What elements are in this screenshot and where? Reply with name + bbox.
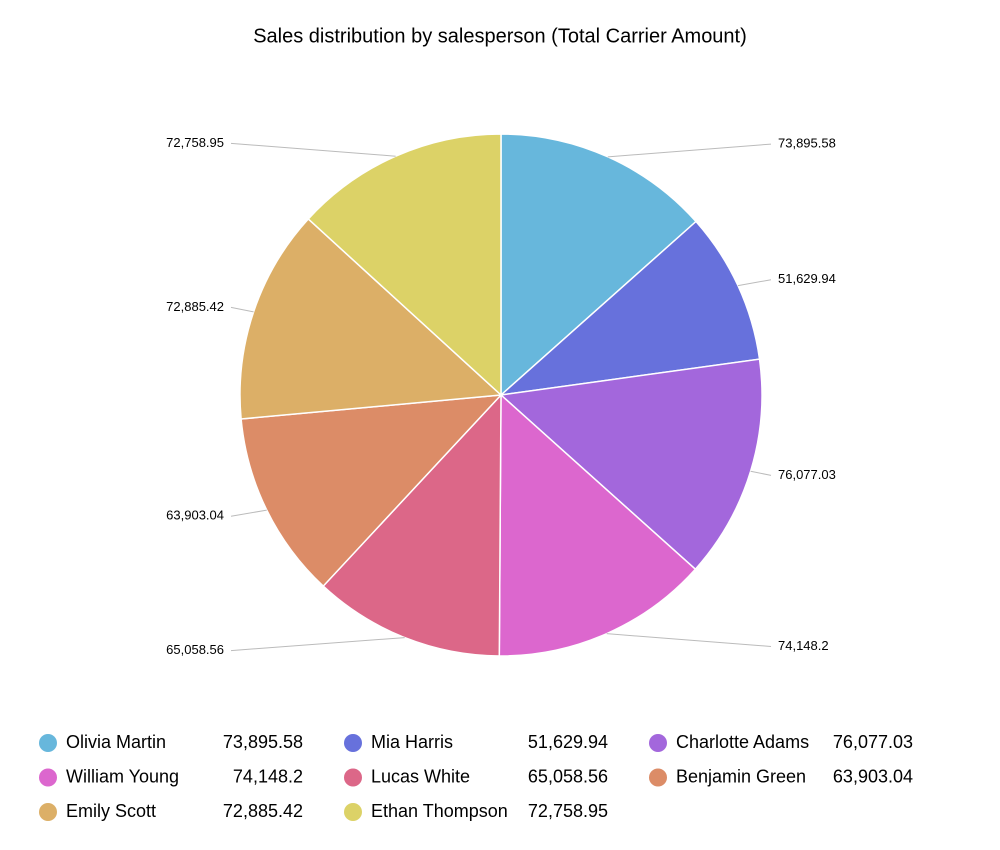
leader-line [606, 633, 772, 647]
legend-item[interactable]: Emily Scott 72,885.42 [39, 801, 303, 821]
pie-slice [239, 217, 503, 420]
pie-slice [498, 393, 697, 657]
legend-marker [649, 768, 667, 787]
pie-slice [499, 358, 763, 571]
leader-line [230, 637, 405, 652]
legend-item[interactable]: William Young 74,148.2 [39, 766, 303, 787]
slice-label: 72,885.42 [166, 299, 224, 314]
legend-value: 72,758.95 [528, 801, 608, 821]
legend-item[interactable]: Olivia Martin 73,895.58 [39, 732, 303, 752]
leader-line [607, 143, 772, 158]
legend-item[interactable]: Ethan Thompson 72,758.95 [344, 801, 608, 821]
legend-value: 76,077.03 [833, 732, 913, 752]
pie-slice [322, 393, 502, 657]
legend-marker [39, 803, 57, 821]
legend-item[interactable]: Benjamin Green 63,903.04 [649, 766, 913, 787]
legend-label: Ethan Thompson [371, 801, 508, 821]
leader-line [230, 142, 396, 157]
legend-label: Benjamin Green [676, 766, 806, 786]
legend-marker [344, 768, 362, 787]
leader-line [230, 509, 267, 517]
legend-item[interactable]: Mia Harris 51,629.94 [344, 732, 608, 752]
legend-value: 74,148.2 [233, 766, 303, 786]
slice-label: 63,903.04 [166, 508, 224, 523]
legend-value: 65,058.56 [528, 766, 608, 786]
legend-marker [649, 734, 667, 752]
legend-label: Emily Scott [66, 801, 156, 821]
pie-slice [307, 133, 502, 397]
chart-title: Sales distribution by salesperson (Total… [253, 25, 747, 47]
legend-label: Charlotte Adams [676, 732, 809, 752]
slice-label: 65,058.56 [166, 642, 224, 657]
leader-line [230, 306, 254, 313]
pie-slice [240, 394, 503, 588]
legend-item[interactable]: Lucas White 65,058.56 [344, 766, 608, 787]
legend-label: Mia Harris [371, 732, 453, 752]
legend-marker [39, 734, 57, 752]
legend-label: William Young [66, 766, 179, 786]
legend-label: Olivia Martin [66, 732, 166, 752]
legend-value: 51,629.94 [528, 732, 608, 752]
legend-marker [39, 768, 57, 787]
slice-label: 51,629.94 [778, 271, 836, 286]
legend-marker [344, 734, 362, 752]
leader-line [750, 470, 772, 476]
slice-label: 72,758.95 [166, 135, 224, 150]
leader-line [737, 279, 772, 287]
legend-value: 63,903.04 [833, 766, 913, 786]
pie-slice [500, 133, 698, 397]
slice-label: 73,895.58 [778, 136, 836, 151]
legend-item[interactable]: Charlotte Adams 76,077.03 [649, 732, 913, 752]
legend-value: 73,895.58 [223, 732, 303, 752]
slice-label: 74,148.2 [778, 638, 829, 653]
legend-value: 72,885.42 [223, 801, 303, 821]
legend-marker [344, 803, 362, 821]
slice-label: 76,077.03 [778, 467, 836, 482]
legend-label: Lucas White [371, 766, 470, 786]
